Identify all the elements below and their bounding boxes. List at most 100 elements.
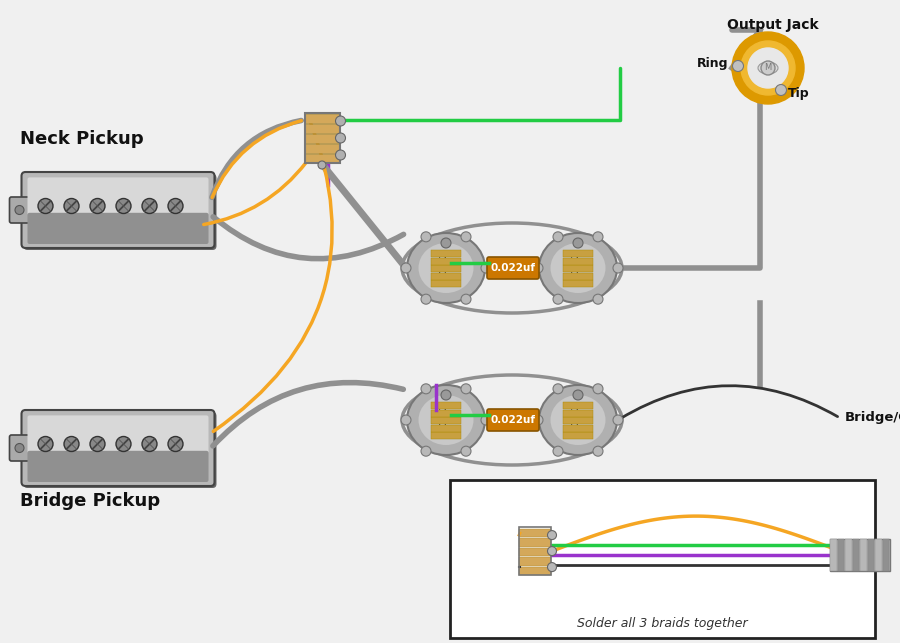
Bar: [519, 529, 551, 537]
FancyBboxPatch shape: [23, 412, 217, 488]
Circle shape: [741, 41, 795, 95]
Circle shape: [168, 199, 183, 213]
FancyBboxPatch shape: [563, 250, 593, 257]
Circle shape: [15, 206, 24, 215]
Text: 500K: 500K: [572, 254, 580, 280]
Circle shape: [421, 384, 431, 394]
Circle shape: [90, 199, 105, 213]
Text: Output Jack: Output Jack: [727, 18, 819, 32]
Text: 0.022uf: 0.022uf: [491, 415, 536, 425]
Circle shape: [421, 294, 431, 304]
Bar: [868, 539, 874, 571]
FancyBboxPatch shape: [10, 197, 30, 223]
Ellipse shape: [551, 243, 606, 293]
Circle shape: [142, 199, 157, 213]
Bar: [860, 539, 867, 571]
FancyBboxPatch shape: [563, 265, 593, 272]
FancyBboxPatch shape: [22, 410, 214, 486]
Circle shape: [461, 384, 471, 394]
Circle shape: [461, 294, 471, 304]
Text: Ring: Ring: [697, 57, 728, 69]
Circle shape: [613, 415, 623, 425]
Circle shape: [573, 238, 583, 248]
Bar: [875, 539, 881, 571]
Bar: [304, 144, 339, 153]
FancyBboxPatch shape: [487, 257, 539, 279]
Ellipse shape: [539, 233, 617, 303]
FancyBboxPatch shape: [431, 417, 461, 424]
FancyBboxPatch shape: [563, 402, 593, 409]
FancyBboxPatch shape: [563, 417, 593, 424]
Bar: [845, 539, 851, 571]
Circle shape: [553, 446, 563, 456]
Circle shape: [547, 563, 556, 572]
Bar: [450, 480, 875, 638]
FancyBboxPatch shape: [431, 273, 461, 280]
Text: Bridge Pickup: Bridge Pickup: [21, 492, 160, 510]
Text: 0.022uf: 0.022uf: [491, 263, 536, 273]
Text: M: M: [764, 64, 771, 73]
FancyBboxPatch shape: [431, 280, 461, 287]
Bar: [519, 548, 551, 556]
FancyBboxPatch shape: [431, 265, 461, 272]
Circle shape: [776, 84, 787, 96]
Text: 500K: 500K: [439, 406, 448, 431]
FancyBboxPatch shape: [431, 424, 461, 431]
Circle shape: [441, 238, 451, 248]
Ellipse shape: [551, 395, 606, 445]
Circle shape: [336, 133, 346, 143]
Circle shape: [336, 116, 346, 126]
Bar: [519, 527, 551, 575]
Circle shape: [732, 32, 804, 104]
FancyBboxPatch shape: [563, 257, 593, 264]
Circle shape: [613, 263, 623, 273]
FancyBboxPatch shape: [563, 410, 593, 417]
Text: Neck Pickup: Neck Pickup: [21, 130, 144, 148]
Circle shape: [421, 446, 431, 456]
Bar: [519, 538, 551, 547]
Circle shape: [593, 384, 603, 394]
Circle shape: [168, 437, 183, 451]
Circle shape: [533, 263, 543, 273]
Bar: [304, 154, 339, 163]
Circle shape: [461, 232, 471, 242]
Circle shape: [441, 390, 451, 400]
Text: 500K: 500K: [572, 406, 580, 431]
Ellipse shape: [418, 395, 473, 445]
Circle shape: [401, 263, 411, 273]
FancyBboxPatch shape: [431, 257, 461, 264]
FancyBboxPatch shape: [28, 415, 209, 453]
Circle shape: [90, 437, 105, 451]
Circle shape: [142, 437, 157, 451]
Circle shape: [38, 199, 53, 213]
Circle shape: [547, 530, 556, 539]
Text: Solder all 3 braids together: Solder all 3 braids together: [577, 617, 748, 631]
Circle shape: [533, 415, 543, 425]
Bar: [852, 539, 859, 571]
Circle shape: [593, 232, 603, 242]
Ellipse shape: [407, 233, 485, 303]
Text: Bridge/Ground: Bridge/Ground: [845, 412, 900, 424]
Circle shape: [481, 263, 491, 273]
Circle shape: [318, 161, 326, 169]
FancyBboxPatch shape: [23, 174, 217, 250]
Circle shape: [553, 294, 563, 304]
Bar: [830, 539, 890, 571]
Bar: [519, 557, 551, 566]
FancyBboxPatch shape: [28, 451, 209, 482]
Circle shape: [336, 150, 346, 160]
Bar: [519, 566, 551, 575]
Bar: [838, 539, 844, 571]
FancyBboxPatch shape: [431, 410, 461, 417]
FancyBboxPatch shape: [563, 273, 593, 280]
FancyBboxPatch shape: [563, 432, 593, 439]
FancyBboxPatch shape: [563, 280, 593, 287]
Circle shape: [733, 60, 743, 71]
FancyBboxPatch shape: [22, 172, 214, 248]
FancyBboxPatch shape: [431, 402, 461, 409]
Circle shape: [421, 232, 431, 242]
FancyBboxPatch shape: [10, 435, 30, 461]
FancyBboxPatch shape: [28, 177, 209, 215]
Circle shape: [116, 437, 131, 451]
Circle shape: [553, 384, 563, 394]
